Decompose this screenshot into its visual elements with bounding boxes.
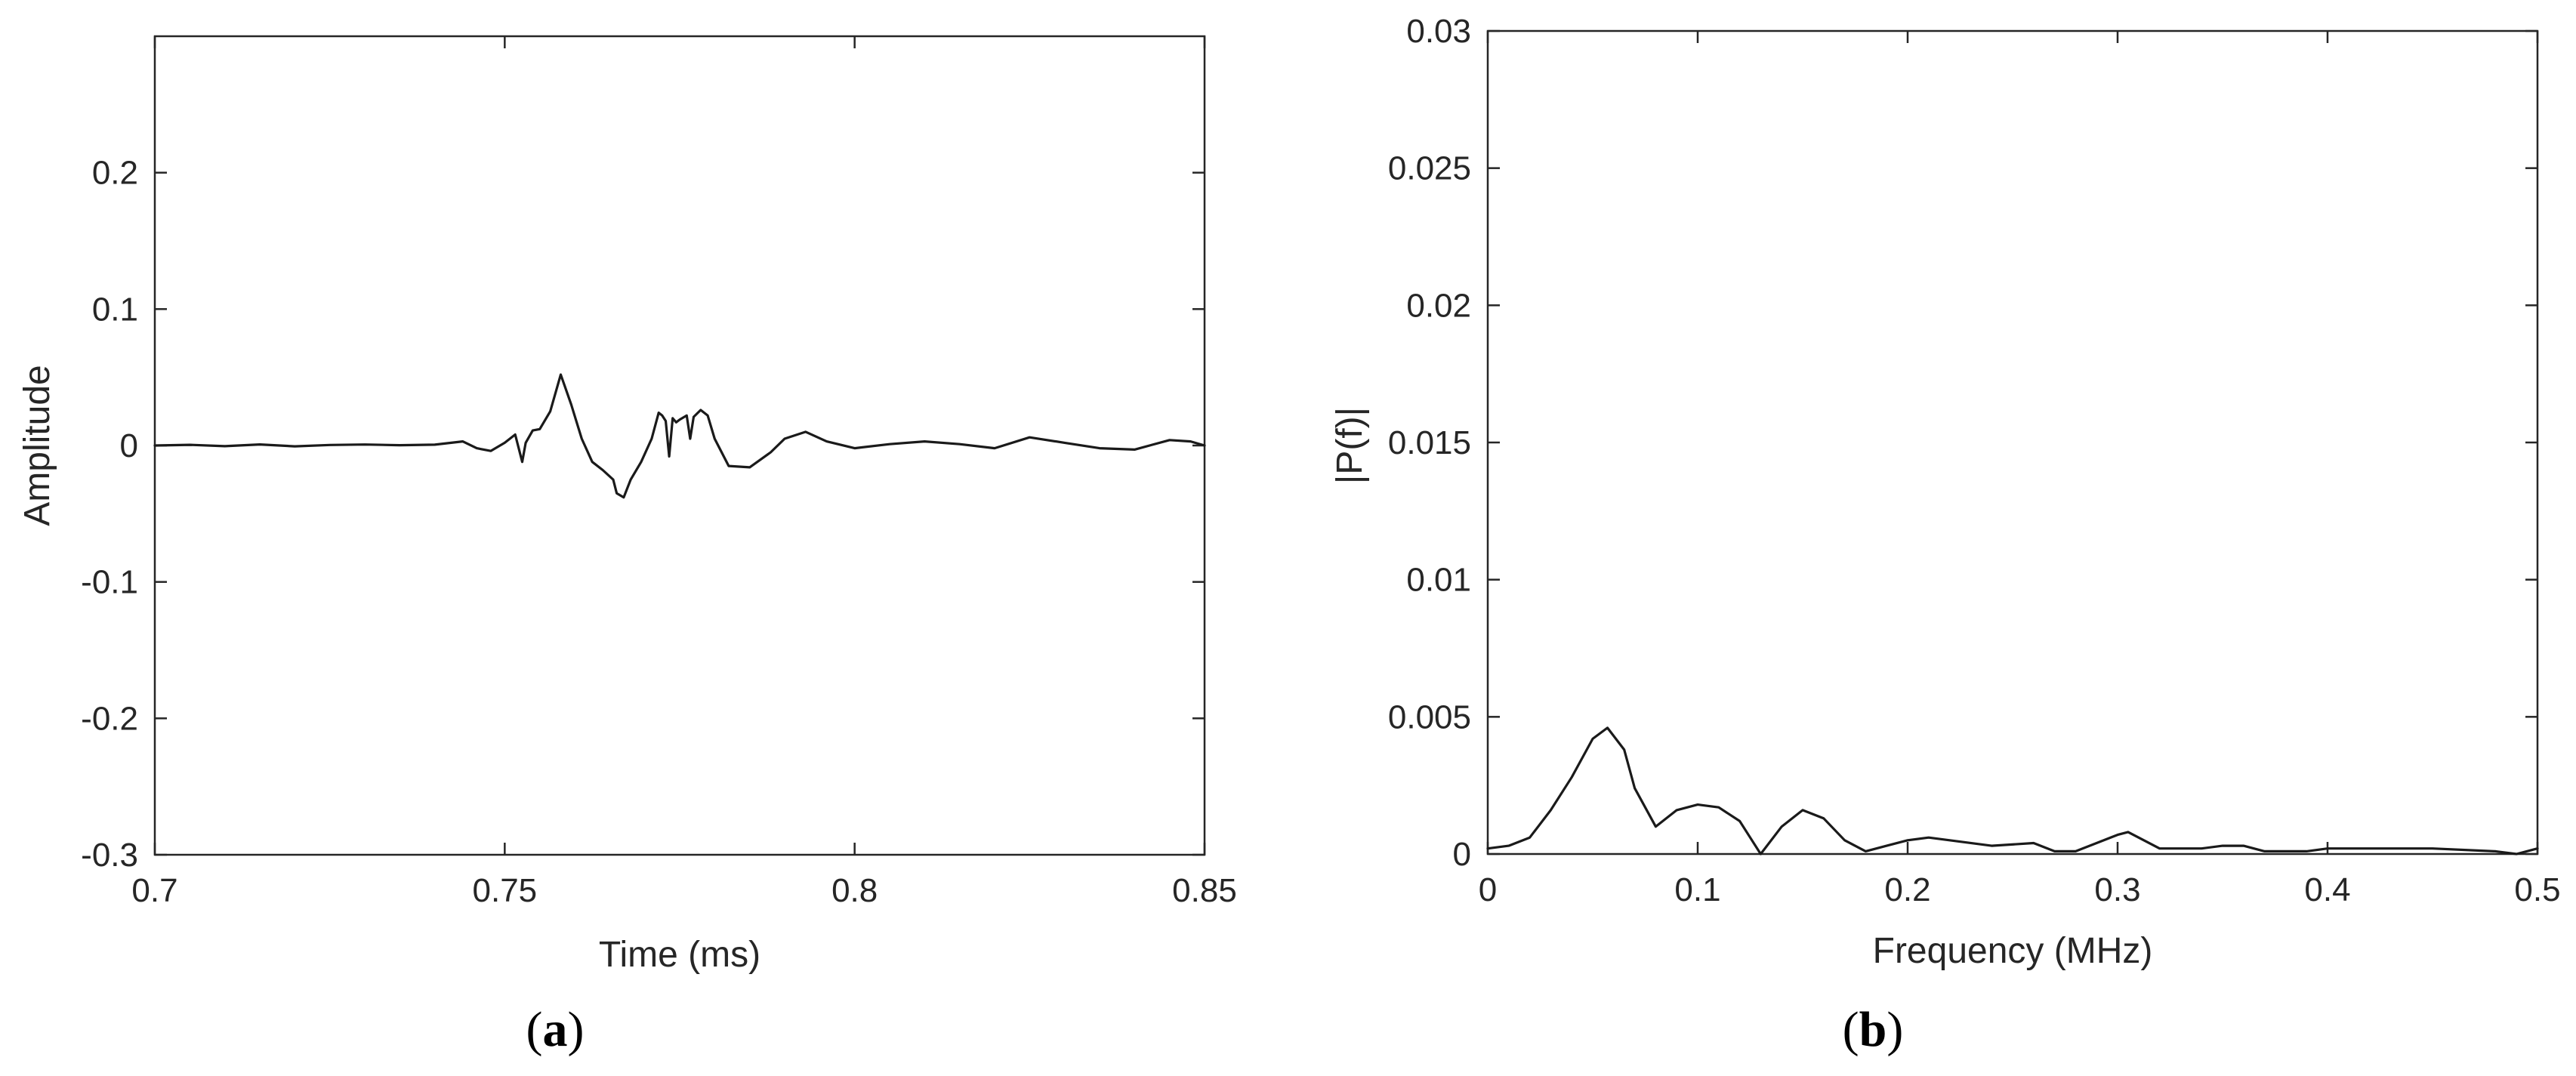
panel-b-x-axis-label: Frequency (MHz) (1873, 931, 2153, 971)
panel-a-y-tick-label: -0.1 (81, 564, 138, 601)
panel-a-y-tick-label: 0.1 (92, 291, 138, 328)
panel-b-ticks: 0 0.1 0.2 0.3 0.4 0.5 0 0.005 0.01 0.015 0.02 0.025… (1388, 13, 2561, 908)
panel-b-y-tick-label: 0.03 (1406, 13, 1471, 50)
panel-a-y-tick-label: -0.2 (81, 700, 138, 737)
panel-a-y-tick-label: 0.2 (92, 155, 138, 192)
panel-b-caption-letter: b (1859, 1002, 1887, 1057)
panel-b-y-tick-label: 0 (1453, 836, 1471, 873)
panel-b-caption-label: (b) (1843, 1002, 1904, 1057)
panel-b-x-tick-label: 0.3 (2094, 871, 2140, 908)
panel-b-x-tick-label: 0.5 (2514, 871, 2560, 908)
panel-b-chart: 0 0.1 0.2 0.3 0.4 0.5 0 0.005 0.01 0.015 0.02 0.025… (1330, 13, 2561, 1057)
panel-a-x-tick-label: 0.7 (131, 872, 177, 909)
panel-a-x-tick-label: 0.8 (831, 872, 878, 909)
panel-b-x-tick-label: 0.4 (2304, 871, 2350, 908)
panel-b-x-tick-label: 0 (1479, 871, 1497, 908)
panel-b-y-tick-label: 0.005 (1388, 698, 1471, 735)
panel-b-spectrum-line (1486, 726, 2539, 856)
panel-a-y-tick-label: 0 (120, 427, 138, 464)
panel-b-y-tick-label: 0.025 (1388, 150, 1471, 187)
panel-b-x-tick-label: 0.1 (1674, 871, 1720, 908)
panel-a-waveform-line (153, 373, 1206, 499)
panel-a-caption-label: (a) (526, 1002, 585, 1057)
panel-a-x-axis-label: Time (ms) (599, 935, 760, 975)
panel-a-y-axis-label: Amplitude (17, 365, 57, 526)
panel-a-x-tick-label: 0.85 (1172, 872, 1237, 909)
panel-a-ticks: 0.7 0.75 0.8 0.85 -0.3 -0.2 -0.1 0 0.1 0.2 (81, 36, 1237, 909)
panel-b-y-tick-label: 0.02 (1406, 287, 1471, 324)
panel-b-y-axis-label: |P(f)| (1330, 407, 1370, 484)
panel-a-caption-letter: a (543, 1002, 568, 1057)
panel-b-y-tick-label: 0.01 (1406, 562, 1471, 599)
panel-a-y-tick-label: -0.3 (81, 837, 138, 874)
panel-a-x-tick-label: 0.75 (473, 872, 538, 909)
panel-b-y-tick-label: 0.015 (1388, 424, 1471, 461)
panel-a-chart: 0.7 0.75 0.8 0.85 -0.3 -0.2 -0.1 0 0.1 0.2 Time (… (17, 35, 1237, 1057)
panel-b-x-tick-label: 0.2 (1884, 871, 1930, 908)
